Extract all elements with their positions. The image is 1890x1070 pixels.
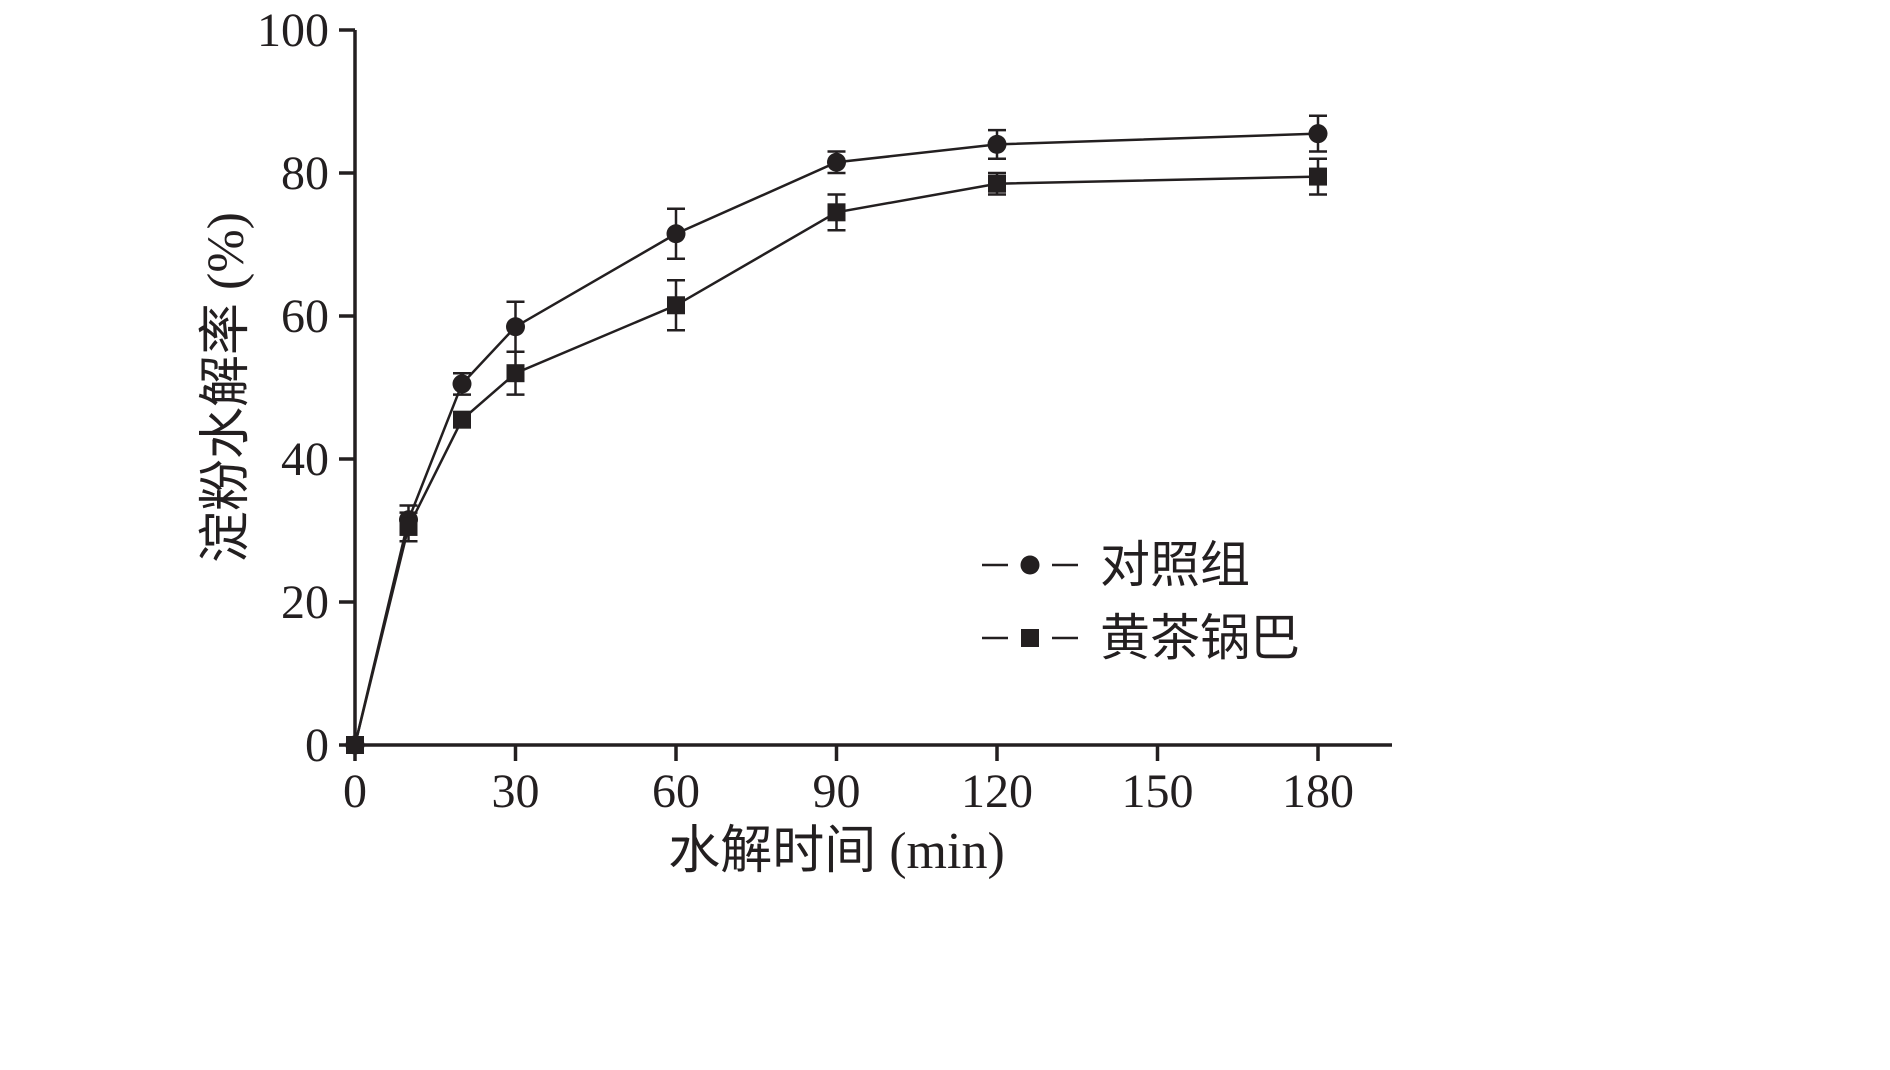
x-tick-label: 30 [492, 765, 540, 818]
legend-label: 黄茶锅巴 [1100, 610, 1300, 666]
series-line-1 [353, 175, 1319, 746]
marker-circle [987, 134, 1007, 154]
y-tick-label: 20 [281, 576, 329, 629]
x-tick-label: 90 [813, 765, 861, 818]
x-axis-label: 水解时间 (min) [668, 823, 1005, 880]
y-tick-label: 100 [257, 4, 329, 57]
y-tick-label: 60 [281, 290, 329, 343]
x-tick-label: 120 [961, 765, 1033, 818]
x-tick-label: 180 [1282, 765, 1354, 818]
marker-square [506, 364, 525, 383]
marker-square [667, 296, 685, 315]
legend-item-0: 对照组 [982, 537, 1250, 593]
x-tick-label: 60 [652, 765, 700, 818]
legend-label: 对照组 [1100, 537, 1250, 593]
marker-square [988, 174, 1006, 193]
legend-marker-circle [1020, 555, 1040, 575]
legend-item-1: 黄茶锅巴 [982, 610, 1300, 666]
marker-circle [1308, 124, 1328, 144]
x-tick-label: 150 [1122, 765, 1194, 818]
marker-square [1309, 167, 1327, 186]
marker-circle [827, 152, 846, 172]
y-tick-label: 40 [281, 433, 329, 486]
marker-circle [506, 317, 525, 337]
y-tick-label: 0 [305, 719, 329, 772]
marker-square [346, 736, 364, 754]
marker-square [399, 517, 418, 536]
y-axis-label: 淀粉水解率 (%) [198, 212, 255, 563]
x-tick-label: 0 [343, 765, 367, 818]
series-line-0 [353, 132, 1319, 746]
marker-circle [666, 224, 686, 244]
marker-circle [452, 374, 472, 394]
marker-square [827, 203, 846, 222]
legend-marker-square [1021, 629, 1039, 647]
marker-square [453, 410, 471, 429]
y-tick-label: 80 [281, 147, 329, 200]
